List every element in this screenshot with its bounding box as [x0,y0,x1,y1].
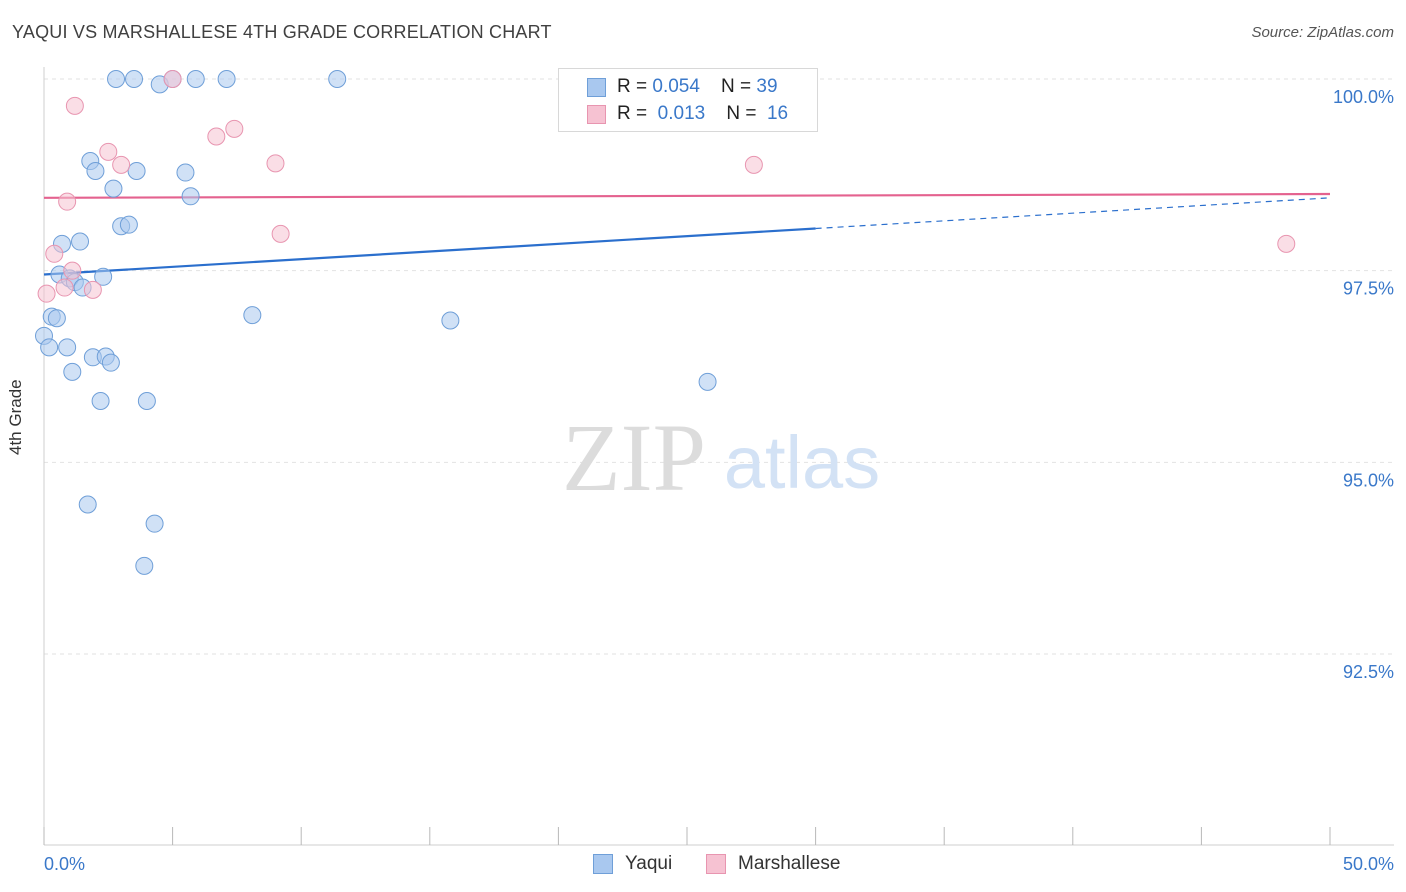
x-tick-label: 0.0% [44,854,85,874]
y-tick-label: 97.5% [1343,279,1394,299]
watermark-zip: ZIP [562,404,706,511]
yaqui-point [58,338,77,357]
marshallese-point [58,192,77,211]
r-label: R = [617,76,653,97]
marshallese-point [55,278,74,297]
yaqui-point [119,215,138,234]
axes [43,67,1394,846]
n-value: 39 [756,76,778,97]
yaqui-point [217,70,236,88]
yaqui-point [125,70,144,88]
marshallese-point [225,119,244,138]
marshallese-point [65,96,84,115]
yaqui-point [181,187,200,206]
marshallese-point [163,70,182,88]
yaqui-point [328,70,347,88]
marshallese-swatch [587,105,606,124]
data-points [35,70,1296,575]
trend-lines [43,192,1331,276]
yaqui-point [40,338,59,357]
marshallese-point [63,261,82,280]
yaqui-swatch [587,78,606,97]
yaqui-point [698,372,717,391]
n-label: N = [721,76,757,97]
yaqui-swatch [593,854,613,874]
stats-legend: R = 0.054 N = 39 R = 0.013 N = 16 [558,68,818,132]
yaqui-point [107,70,126,88]
marshallese-point [83,280,102,299]
marshallese-point [37,284,56,303]
r-value: 0.013 [657,103,706,124]
yaqui-point [186,70,205,88]
yaqui-point [63,362,82,381]
marshallese-point [271,224,290,243]
watermark-atlas: atlas [724,421,880,504]
tick-labels: 100.0% 97.5% 95.0% 92.5% 0.0% 50.0% [44,87,1394,874]
yaqui-point [78,495,97,514]
n-value: 16 [766,103,789,124]
yaqui-point [104,179,123,198]
yaqui-point [441,311,460,330]
marshallese-trend-line [43,192,1331,199]
y-tick-label: 92.5% [1343,662,1394,682]
marshallese-point [744,155,763,174]
x-tick-label: 50.0% [1343,854,1394,874]
yaqui-point [176,163,195,182]
source-label: Source: ZipAtlas.com [1251,24,1394,41]
marshallese-point [1277,234,1296,253]
marshallese-point [266,154,285,173]
marshallese-swatch [706,854,726,874]
n-label: N = [726,103,762,124]
yaqui-point [101,353,120,372]
yaqui-point [243,306,262,325]
yaqui-point [145,514,164,533]
yaqui-point [91,392,110,410]
marshallese-point [112,155,131,174]
y-tick-label: 95.0% [1343,470,1394,490]
yaqui-point [71,232,90,251]
yaqui-point [94,267,113,286]
yaqui-trend-line [43,227,816,276]
r-value: 0.054 [652,76,700,97]
y-tick-label: 100.0% [1333,87,1394,107]
yaqui-point [137,392,156,410]
yaqui-point [47,309,66,328]
gridlines [44,78,1394,655]
marshallese-point [99,142,118,161]
watermark: ZIP atlas [562,404,880,511]
yaqui-point [127,162,146,180]
yaqui-point [135,556,154,575]
yaqui-trend-extension [815,197,1331,230]
marshallese-point [207,127,226,146]
yaqui-point [86,162,105,180]
legend-label-marshallese: Marshallese [738,853,841,874]
chart-title: YAQUI VS MARSHALLESE 4TH GRADE CORRELATI… [12,22,552,42]
legend-label-yaqui: Yaqui [625,853,673,874]
marshallese-point [45,244,64,263]
r-label: R = [617,103,653,124]
